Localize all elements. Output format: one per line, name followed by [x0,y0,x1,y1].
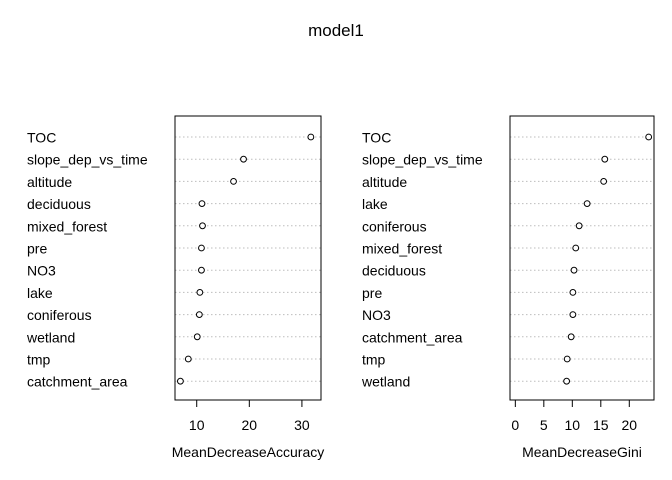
point-accuracy-pre [198,244,205,252]
category-label-TOC: TOC [27,130,56,146]
point-accuracy-lake [196,289,204,296]
category-label-wetland: wetland [26,329,75,345]
category-label-lake: lake [27,285,53,301]
point-accuracy-deciduous [198,200,206,208]
x-tick-label: 30 [294,417,310,433]
panel-mean-decrease-accuracy: TOC slope_dep_vs_time altitude deciduous mix… [26,115,325,460]
category-label-altitude: altitude [27,174,72,190]
x-tick-label: 20 [242,417,258,433]
category-label-catchment_area: catchment_area [362,329,463,345]
x-axis-title: MeanDecreaseAccuracy [172,444,325,460]
point-accuracy-coniferous [195,311,203,319]
point-accuracy-wetland [193,333,201,341]
x-tick-label: 20 [622,417,638,433]
category-label-mixed_forest: mixed_forest [362,241,442,257]
point-accuracy-slope_dep_vs_time [240,155,247,163]
x-axis: 0 5 10 15 20 [511,399,638,433]
point-gini-coniferous [575,222,583,230]
point-gini-deciduous [570,266,578,274]
category-label-wetland: wetland [361,374,410,390]
category-label-NO3: NO3 [27,263,56,279]
category-label-pre: pre [362,285,382,301]
category-label-mixed_forest: mixed_forest [27,218,107,234]
point-accuracy-altitude [230,178,237,185]
category-label-pre: pre [27,241,47,257]
category-label-slope_dep_vs_time: slope_dep_vs_time [362,152,483,168]
category-label-tmp: tmp [362,352,386,368]
point-accuracy-catchment_area [177,377,184,385]
x-tick-label: 15 [593,417,609,433]
point-gini-altitude [600,178,608,185]
category-label-tmp: tmp [27,352,51,368]
category-label-coniferous: coniferous [362,218,427,234]
category-label-TOC: TOC [362,130,391,146]
x-tick-label: 5 [540,417,548,433]
point-accuracy-mixed_forest [199,222,206,230]
panel-mean-decrease-gini: TOC slope_dep_vs_time altitude lake conifero… [361,115,655,460]
category-label-deciduous: deciduous [362,263,426,279]
category-label-catchment_area: catchment_area [27,374,128,390]
point-gini-pre [569,289,577,296]
x-axis-title: MeanDecreaseGini [522,444,642,460]
x-tick-label: 10 [565,417,581,433]
category-label-coniferous: coniferous [27,307,92,323]
point-accuracy-NO3 [198,266,205,274]
category-label-lake: lake [362,196,388,212]
point-accuracy-TOC [307,133,315,141]
point-gini-NO3 [569,311,577,319]
chart-title: model1 [308,21,364,40]
x-tick-label: 10 [189,417,205,433]
x-tick-label: 0 [511,417,519,433]
point-gini-mixed_forest [572,244,580,252]
plot-frame [509,115,655,401]
point-gini-slope_dep_vs_time [601,155,609,163]
point-gini-wetland [563,377,571,385]
plot-frame [174,115,322,401]
x-axis: 10 20 30 [189,399,310,433]
point-gini-TOC [645,133,653,141]
category-label-altitude: altitude [362,174,407,190]
category-label-slope_dep_vs_time: slope_dep_vs_time [27,152,148,168]
point-gini-catchment_area [567,333,575,341]
point-gini-tmp [563,355,571,363]
point-accuracy-tmp [184,355,192,363]
category-label-NO3: NO3 [362,307,391,323]
category-label-deciduous: deciduous [27,196,91,212]
point-gini-lake [583,200,591,208]
